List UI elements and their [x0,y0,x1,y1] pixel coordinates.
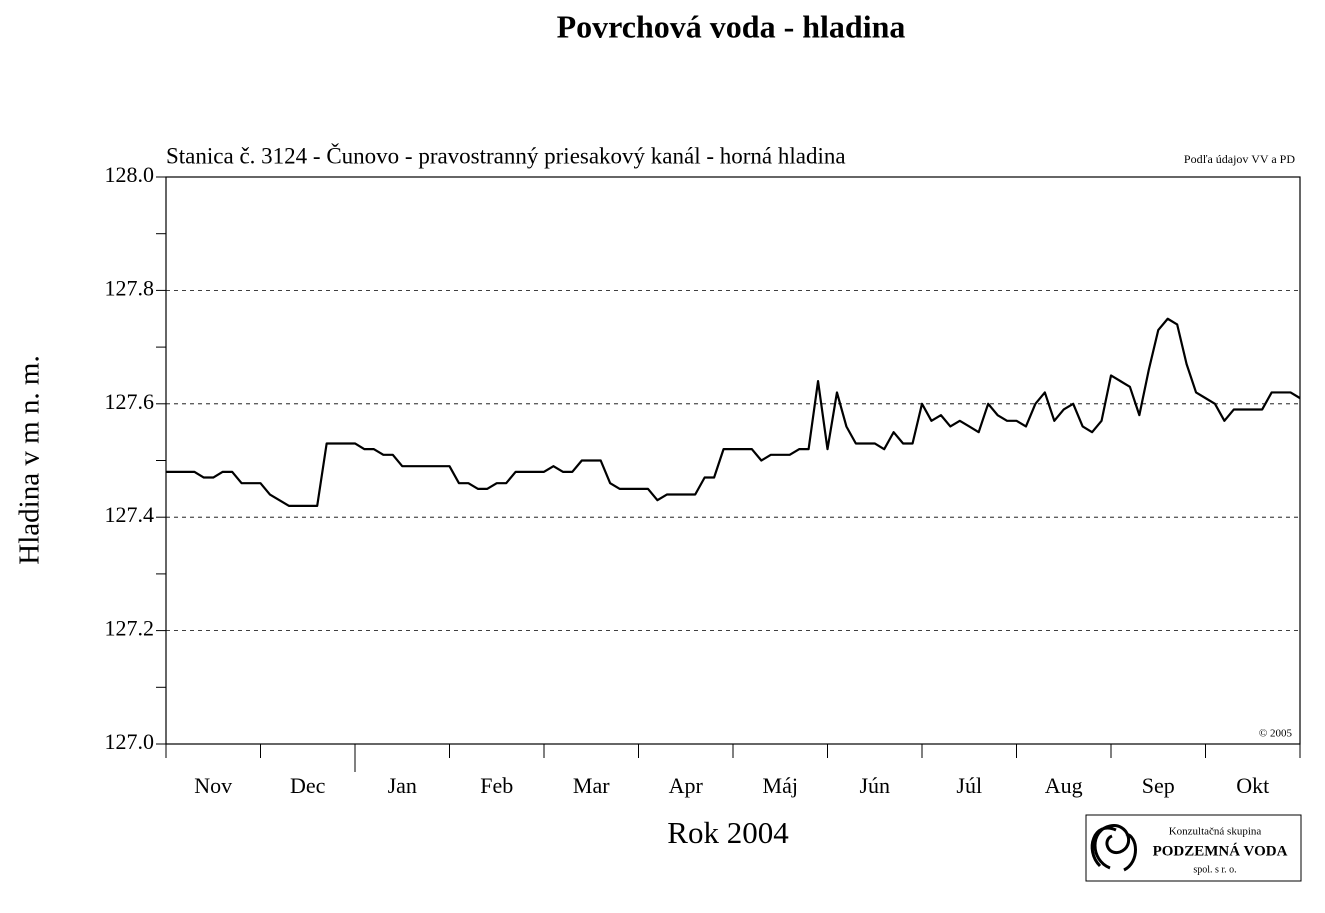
y-tick-label: 127.6 [105,389,155,414]
copyright: © 2005 [1259,728,1293,740]
logo-line1: Konzultačná skupina [1169,826,1262,838]
logo-box [1085,814,1302,882]
x-tick-label: Dec [290,773,326,798]
logo-line3: spol. s r. o. [1193,864,1236,875]
y-tick-label: 127.8 [105,275,155,300]
data-line [166,317,1301,507]
source-note: Podľa údajov VV a PD [1184,152,1295,166]
y-tick-label: 127.0 [105,729,155,754]
x-tick-label: Júl [956,773,982,798]
logo-icon [1090,824,1137,872]
y-axis-title: Hladina v m n. m. [14,355,46,564]
x-tick-label: Mar [573,773,610,798]
x-tick-label: Apr [669,773,704,798]
x-tick-label: Nov [194,773,232,798]
x-tick-label: Feb [480,773,513,798]
x-tick-label: Aug [1045,773,1083,798]
x-tick-label: Máj [763,773,798,798]
y-tick-label: 127.2 [105,616,155,641]
plot-frame [165,176,1301,745]
logo-line2: PODZEMNÁ VODA [1153,842,1288,859]
y-tick-label: 128.0 [105,162,155,187]
chart-subtitle: Stanica č. 3124 - Čunovo - pravostranný … [166,142,846,168]
y-tick-label: 127.4 [105,502,155,527]
x-tick-label: Okt [1236,773,1269,798]
x-tick-label: Jan [388,773,417,798]
x-tick-label: Sep [1142,773,1175,798]
x-tick-label: Jún [859,773,890,798]
x-axis-title: Rok 2004 [667,815,789,850]
logo: Konzultačná skupina PODZEMNÁ VODA spol. … [1085,814,1302,882]
chart-title: Povrchová voda - hladina [557,8,906,44]
